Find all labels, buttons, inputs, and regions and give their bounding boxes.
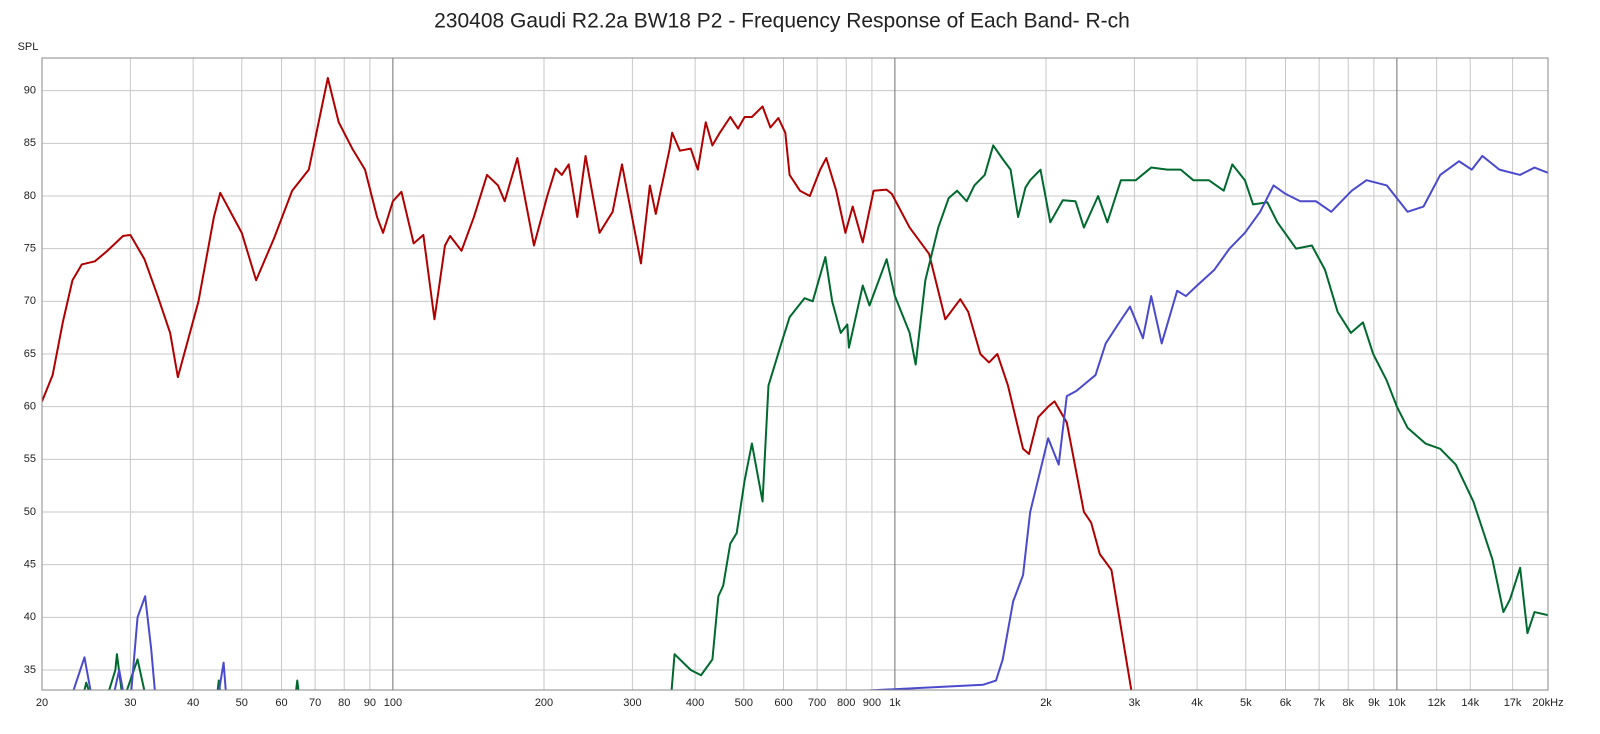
x-tick-label: 20kHz — [1532, 697, 1563, 709]
y-tick-label: 55 — [24, 453, 36, 465]
x-tick-label: 3k — [1129, 697, 1141, 709]
x-tick-label: 50 — [236, 697, 248, 709]
y-tick-label: 65 — [24, 348, 36, 360]
plot-frame — [41, 57, 1549, 691]
plot-lines — [42, 77, 1548, 690]
x-tick-label: 20 — [36, 697, 48, 709]
x-tick-label: 600 — [774, 697, 792, 709]
y-tick-label: 35 — [24, 664, 36, 676]
x-tick-label: 60 — [275, 697, 287, 709]
y-tick-label: 80 — [24, 190, 36, 202]
x-tick-label: 5k — [1240, 697, 1252, 709]
x-tick-label: 1k — [889, 697, 901, 709]
y-axis-label: SPL — [18, 41, 39, 53]
x-tick-label: 800 — [837, 697, 855, 709]
x-tick-label: 4k — [1191, 697, 1203, 709]
x-tick-label: 500 — [735, 697, 753, 709]
x-tick-label: 90 — [364, 697, 376, 709]
x-tick-label: 400 — [686, 697, 704, 709]
x-tick-label: 30 — [124, 697, 136, 709]
x-tick-label: 6k — [1280, 697, 1292, 709]
frequency-response-line — [72, 154, 1548, 690]
x-tick-label: 200 — [535, 697, 553, 709]
x-tick-label: 2k — [1040, 697, 1052, 709]
y-tick-label: 50 — [24, 506, 36, 518]
chart-title: 230408 Gaudi R2.2a BW18 P2 - Frequency R… — [434, 10, 1130, 33]
x-tick-label: 80 — [338, 697, 350, 709]
frequency-response-line — [42, 77, 1133, 690]
x-tick-label: 9k — [1368, 697, 1380, 709]
y-tick-label: 90 — [24, 85, 36, 97]
x-tick-label: 14k — [1461, 697, 1479, 709]
x-tick-label: 100 — [384, 697, 402, 709]
y-tick-label: 70 — [24, 295, 36, 307]
x-tick-label: 7k — [1313, 697, 1325, 709]
x-tick-label: 40 — [187, 697, 199, 709]
x-tick-label: 17k — [1504, 697, 1522, 709]
x-tick-label: 10k — [1388, 697, 1406, 709]
x-tick-label: 900 — [863, 697, 881, 709]
grid: 35 40 45 50 55 60 65 70 75 80 85 90 20 30 40 50 60 70 80 90… — [24, 58, 1564, 709]
y-tick-label: 75 — [24, 243, 36, 255]
x-tick-label: 12k — [1428, 697, 1446, 709]
y-tick-label: 40 — [24, 611, 36, 623]
y-tick-label: 45 — [24, 559, 36, 571]
y-tick-label: 60 — [24, 401, 36, 413]
x-tick-label: 70 — [309, 697, 321, 709]
x-tick-label: 300 — [623, 697, 641, 709]
y-tick-label: 85 — [24, 137, 36, 149]
x-tick-label: 8k — [1342, 697, 1354, 709]
frequency-response-line — [83, 144, 1548, 690]
x-tick-label: 700 — [808, 697, 826, 709]
